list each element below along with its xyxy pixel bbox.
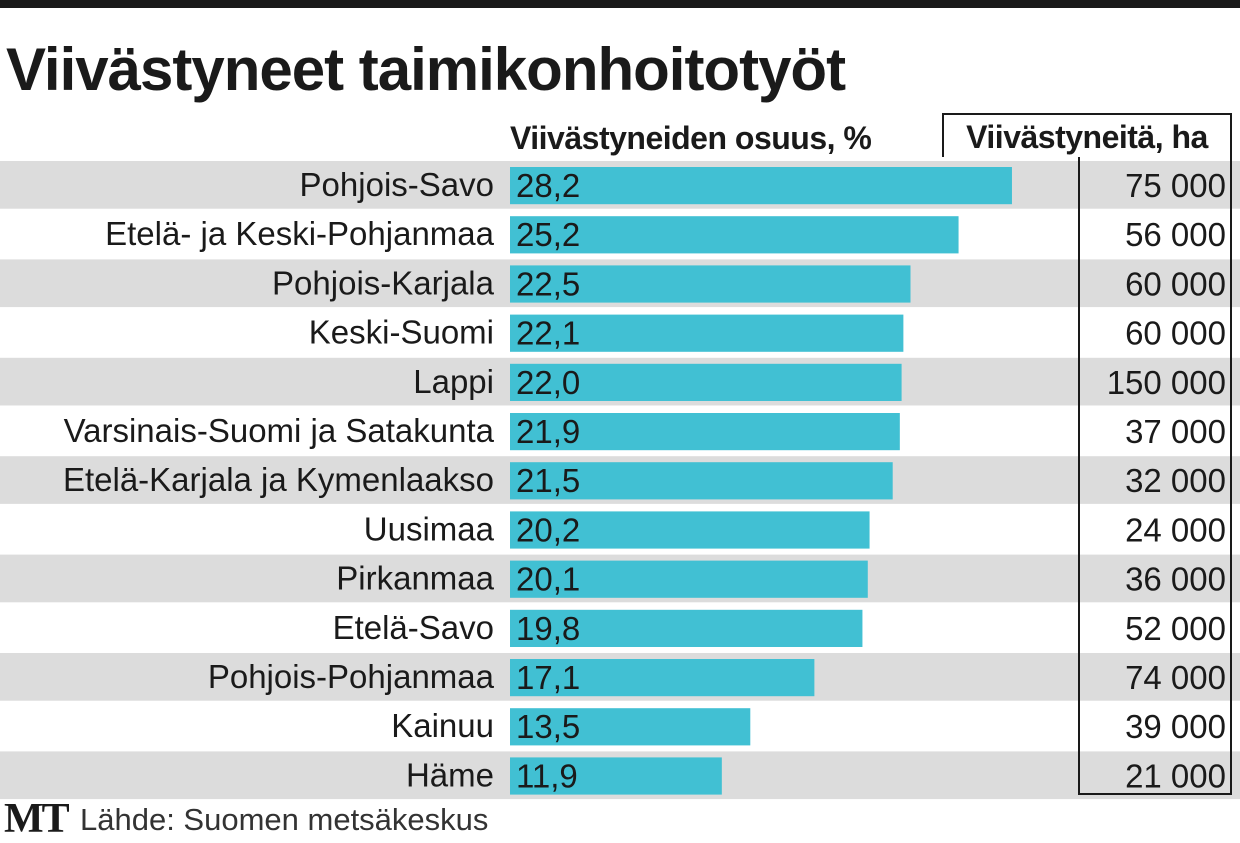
category-label: Lappi	[413, 363, 494, 400]
bar	[510, 462, 893, 500]
bar	[510, 314, 904, 352]
top-rule	[0, 0, 1240, 8]
category-label: Uusimaa	[364, 510, 495, 547]
column-header-percent: Viivästyneiden osuus, %	[510, 120, 872, 156]
data-label: 20,2	[516, 511, 580, 548]
bar	[510, 265, 911, 303]
hectare-label: 39 000	[1125, 708, 1226, 745]
hectare-label: 37 000	[1125, 413, 1226, 450]
data-label: 19,8	[516, 610, 580, 647]
hectare-label: 56 000	[1125, 216, 1226, 253]
category-labels: Pohjois-Savo Etelä- ja Keski-Pohjanmaa Poh…	[63, 166, 495, 793]
category-label: Pohjois-Karjala	[272, 264, 495, 301]
category-label: Keski-Suomi	[309, 314, 494, 351]
column-header-hectares: Viivästyneitä, ha	[942, 113, 1232, 157]
category-label: Kainuu	[391, 707, 494, 744]
bar	[510, 757, 722, 795]
category-label: Etelä-Savo	[333, 609, 494, 646]
hectare-column-box	[1078, 157, 1232, 795]
hectare-label: 150 000	[1107, 364, 1226, 401]
category-label: Varsinais-Suomi ja Satakunta	[64, 412, 495, 449]
bar	[510, 216, 959, 254]
bar	[510, 511, 870, 549]
data-label: 11,9	[516, 757, 578, 794]
hectare-labels: 75 000 56 000 60 000 60 000 150 000 37 000 32 …	[1107, 167, 1226, 794]
category-label: Etelä-Karjala ja Kymenlaakso	[63, 461, 494, 498]
source-text: Lähde: Suomen metsäkeskus	[80, 802, 489, 837]
data-label: 17,1	[516, 659, 580, 696]
bar	[510, 413, 900, 451]
hectare-label: 32 000	[1125, 462, 1226, 499]
hectare-label: 52 000	[1125, 610, 1226, 647]
hectare-label: 36 000	[1125, 561, 1226, 598]
bar	[510, 167, 1012, 205]
mt-logo: MT	[4, 796, 70, 842]
value-labels: 28,2 25,2 22,5 22,1 22,0 21,9 21,5 20,2 20,1 19,8…	[516, 167, 580, 794]
category-label: Häme	[406, 756, 494, 793]
hectare-label: 74 000	[1125, 659, 1226, 696]
category-label: Etelä- ja Keski-Pohjanmaa	[105, 215, 495, 252]
data-label: 22,5	[516, 265, 580, 302]
data-label: 20,1	[516, 561, 580, 598]
chart-title: Viivästyneet taimikonhoitotyöt	[6, 36, 846, 103]
data-label: 25,2	[516, 216, 580, 253]
data-label: 22,1	[516, 315, 580, 352]
bars	[510, 167, 1012, 795]
bar	[510, 708, 751, 746]
data-label: 22,0	[516, 364, 580, 401]
category-label: Pirkanmaa	[336, 560, 494, 597]
hectare-label: 24 000	[1125, 511, 1226, 548]
hectare-label: 75 000	[1125, 167, 1226, 204]
category-label: Pohjois-Savo	[300, 166, 494, 203]
bar	[510, 560, 868, 598]
data-label: 13,5	[516, 708, 580, 745]
bar	[510, 659, 815, 697]
data-label: 28,2	[516, 167, 580, 204]
data-label: 21,5	[516, 462, 580, 499]
hectare-label: 60 000	[1125, 315, 1226, 352]
category-label: Pohjois-Pohjanmaa	[208, 658, 495, 695]
data-label: 21,9	[516, 413, 580, 450]
bar	[510, 363, 902, 401]
hectare-label: 21 000	[1125, 757, 1226, 794]
hectare-label: 60 000	[1125, 265, 1226, 302]
bar	[510, 609, 863, 647]
